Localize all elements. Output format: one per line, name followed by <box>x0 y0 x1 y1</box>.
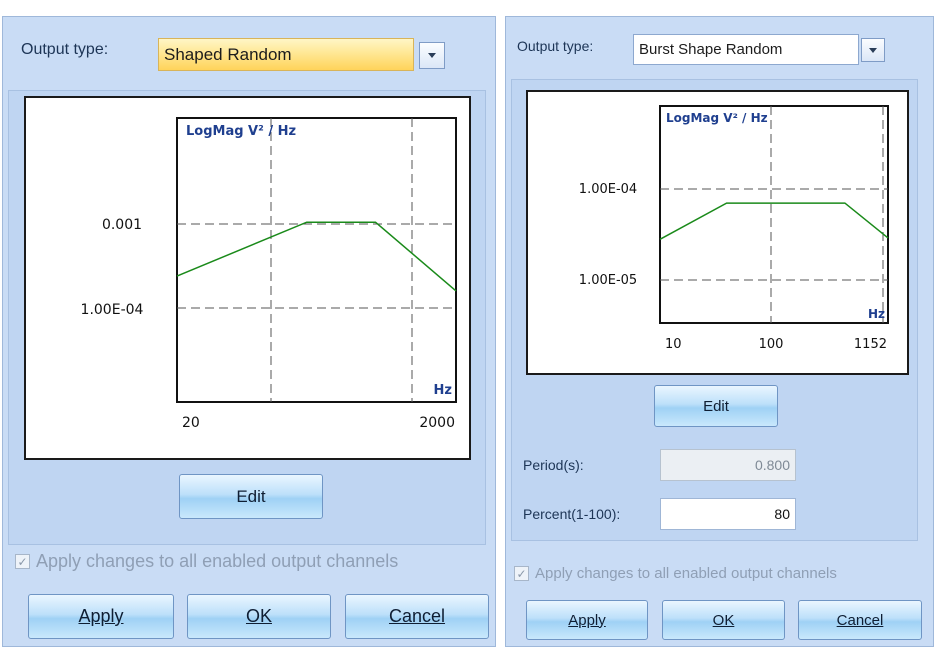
output-type-value: Shaped Random <box>164 44 292 64</box>
chart-title: LogMag V² / Hz <box>666 111 768 125</box>
output-type-dropdown-button[interactable] <box>419 42 445 69</box>
plot-area <box>176 117 457 403</box>
x-unit-label: Hz <box>868 307 885 321</box>
grid <box>660 106 888 323</box>
apply-button-label: Apply <box>78 606 123 627</box>
chevron-down-icon <box>869 47 877 53</box>
x-tick-label: 20 <box>182 415 200 431</box>
psd-chart[interactable]: LogMag V² / Hz 1.00E-04 1.00E-05 Hz 10 1… <box>526 90 909 375</box>
x-tick-label: 2000 <box>419 415 455 431</box>
ok-button-label: OK <box>712 611 735 629</box>
grid <box>177 118 456 402</box>
percent-label: Percent(1-100): <box>523 506 621 522</box>
apply-button-label: Apply <box>568 611 606 629</box>
y-tick-label: 1.00E-04 <box>81 302 144 318</box>
psd-chart-svg: LogMag V² / Hz 0.001 1.00E-04 Hz 20 2000 <box>81 117 457 431</box>
apply-button[interactable]: Apply <box>28 594 174 639</box>
period-field: 0.800 <box>660 449 796 481</box>
percent-value: 80 <box>774 506 790 522</box>
right-output-dialog: Output type: Burst Shape Random LogMag V… <box>505 16 934 647</box>
output-type-value: Burst Shape Random <box>639 41 783 58</box>
edit-button-label: Edit <box>236 486 266 506</box>
apply-all-label: Apply changes to all enabled output chan… <box>535 565 837 582</box>
output-type-dropdown-button[interactable] <box>861 38 885 62</box>
y-tick-label: 1.00E-05 <box>579 273 637 288</box>
chart-title: LogMag V² / Hz <box>186 124 296 139</box>
cancel-button[interactable]: Cancel <box>798 600 922 640</box>
ok-button[interactable]: OK <box>187 594 331 639</box>
apply-all-checkbox[interactable]: ✓ <box>514 566 529 581</box>
edit-button[interactable]: Edit <box>654 385 778 427</box>
period-label: Period(s): <box>523 457 584 473</box>
apply-all-channels-row[interactable]: ✓ Apply changes to all enabled output ch… <box>514 565 837 582</box>
profile-line <box>176 221 457 292</box>
y-tick-label: 0.001 <box>102 217 142 233</box>
x-unit-label: Hz <box>434 383 452 398</box>
y-tick-label: 1.00E-04 <box>579 182 637 197</box>
cancel-button[interactable]: Cancel <box>345 594 489 639</box>
apply-button[interactable]: Apply <box>526 600 648 640</box>
period-value: 0.800 <box>754 457 790 473</box>
edit-button-label: Edit <box>703 397 729 415</box>
plot-area <box>659 105 889 324</box>
left-output-dialog: Output type: Shaped Random LogMag V² / H… <box>2 16 496 647</box>
x-tick-label: 1152 <box>854 337 887 352</box>
chevron-down-icon <box>428 53 436 58</box>
psd-chart-svg: LogMag V² / Hz 1.00E-04 1.00E-05 Hz 10 1… <box>579 105 889 352</box>
ok-button[interactable]: OK <box>662 600 785 640</box>
percent-field[interactable]: 80 <box>660 498 796 530</box>
ok-button-label: OK <box>245 606 272 626</box>
apply-all-checkbox[interactable]: ✓ <box>15 554 30 569</box>
apply-all-label: Apply changes to all enabled output chan… <box>36 551 399 571</box>
x-tick-label: 10 <box>665 337 682 352</box>
cancel-button-label: Cancel <box>388 606 446 626</box>
x-tick-label: 100 <box>759 337 784 352</box>
cancel-button-label: Cancel <box>836 611 884 629</box>
edit-button[interactable]: Edit <box>179 474 323 519</box>
psd-chart[interactable]: LogMag V² / Hz 0.001 1.00E-04 Hz 20 2000 <box>24 96 471 460</box>
apply-text: Apply <box>78 606 124 626</box>
output-type-combo[interactable]: Shaped Random <box>158 38 414 71</box>
output-type-label: Output type: <box>517 38 594 54</box>
output-type-label: Output type: <box>21 41 109 58</box>
apply-all-channels-row[interactable]: ✓ Apply changes to all enabled output ch… <box>15 551 398 572</box>
profile-line <box>659 202 889 240</box>
output-type-combo[interactable]: Burst Shape Random <box>633 34 859 65</box>
